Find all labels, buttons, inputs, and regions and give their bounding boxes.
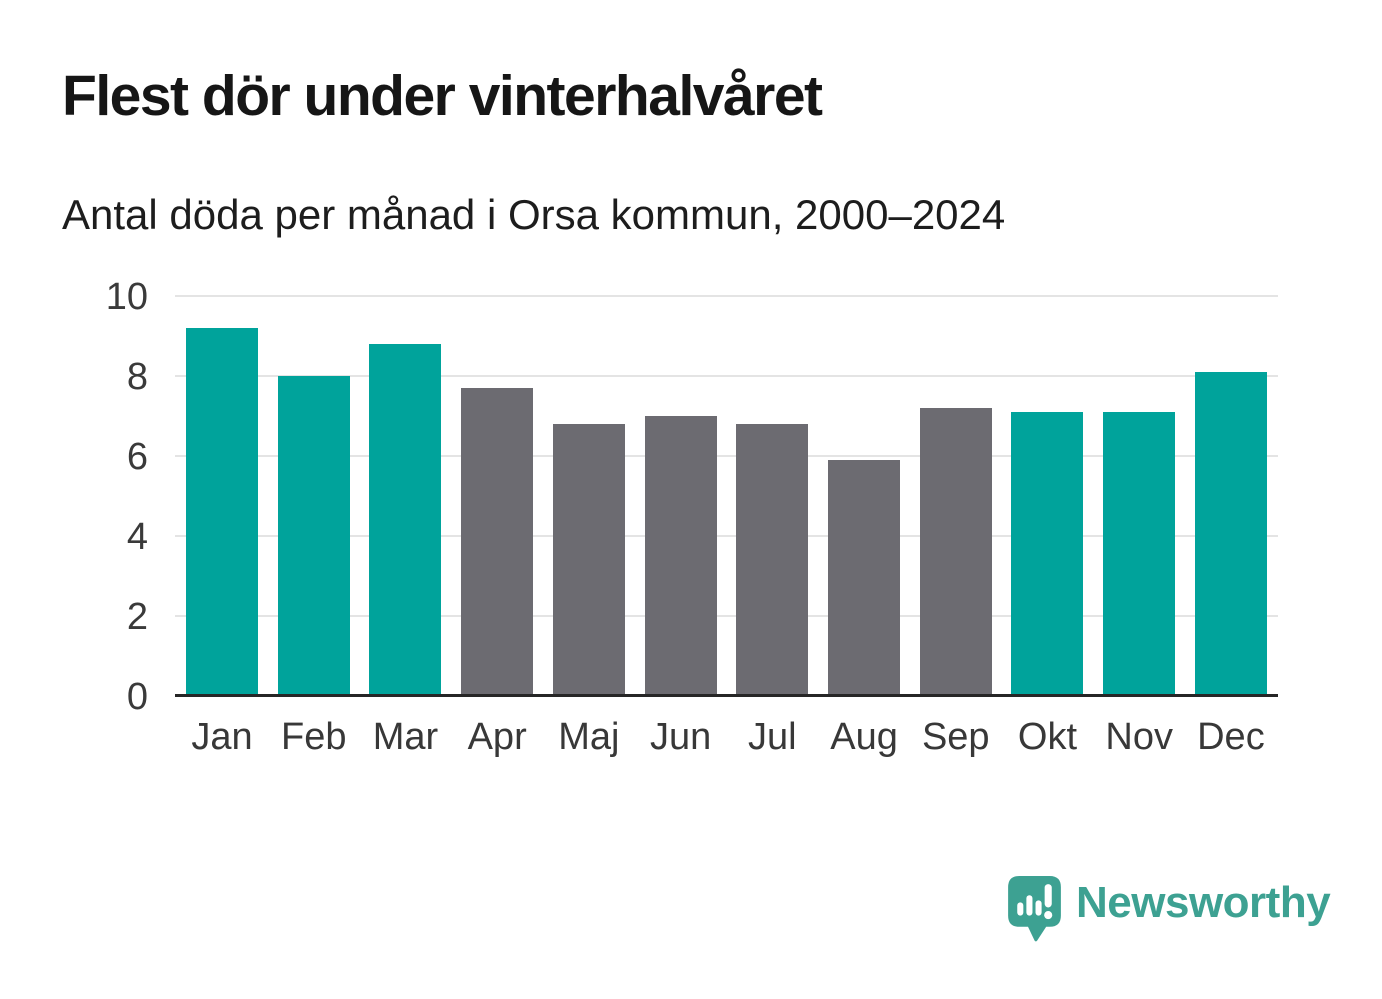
x-axis-line	[175, 694, 1278, 697]
logo-exclamation-bar	[1044, 884, 1052, 908]
x-tick-label-jan: Jan	[191, 716, 253, 758]
bar-slot-aug: Aug	[828, 296, 901, 756]
bar-slot-feb: Feb	[277, 296, 350, 756]
bar-slot-jun: Jun	[644, 296, 717, 756]
bar-jul	[736, 424, 809, 696]
bar-slot-jan: Jan	[186, 296, 258, 756]
bar-slot-okt: Okt	[1011, 296, 1084, 756]
x-tick-label-feb: Feb	[280, 716, 347, 758]
bar-group: Jan Feb Mar Apr Maj Jun Jul Aug Sep Okt Nov Dec	[175, 296, 1278, 756]
logo-bar-small	[1017, 902, 1024, 916]
gridline-10	[175, 295, 1278, 297]
bar-slot-nov: Nov	[1103, 296, 1176, 756]
bar-mar	[369, 344, 442, 696]
x-tick-label-mar: Mar	[372, 716, 439, 758]
bar-slot-dec: Dec	[1194, 296, 1267, 756]
logo-exclamation-dot	[1044, 911, 1053, 920]
y-axis: 0 2 4 6 8 10	[0, 278, 150, 716]
chart-subtitle: Antal döda per månad i Orsa kommun, 2000…	[62, 191, 1006, 238]
plot-area: Jan Feb Mar Apr Maj Jun Jul Aug Sep Okt Nov Dec	[175, 295, 1278, 756]
bar-aug	[828, 460, 901, 696]
brand-name: Newsworthy	[1076, 878, 1331, 927]
y-tick-label-8: 8	[126, 355, 148, 398]
bar-jun	[644, 416, 717, 696]
logo-bar-medium	[1035, 900, 1042, 916]
bar-jan	[186, 328, 258, 696]
x-tick-label-nov: Nov	[1105, 716, 1173, 758]
bar-slot-apr: Apr	[461, 296, 534, 756]
y-tick-label-2: 2	[126, 595, 148, 638]
bar-sep	[919, 408, 992, 696]
x-tick-label-maj: Maj	[558, 716, 620, 758]
bar-apr	[461, 388, 534, 696]
bar-slot-sep: Sep	[919, 296, 992, 756]
bar-slot-mar: Mar	[369, 296, 442, 756]
bar-nov	[1103, 412, 1176, 696]
x-tick-label-jul: Jul	[748, 716, 797, 758]
x-tick-label-apr: Apr	[467, 716, 527, 758]
y-tick-label-0: 0	[126, 675, 148, 718]
bar-dec	[1194, 372, 1267, 696]
bar-maj	[552, 424, 625, 696]
gridline-4	[175, 535, 1278, 537]
logo-bar-tall	[1026, 895, 1033, 916]
newsworthy-logo-icon	[1008, 876, 1061, 942]
y-tick-label-10: 10	[105, 275, 148, 318]
bar-feb	[277, 376, 350, 696]
gridline-8	[175, 375, 1278, 377]
bar-slot-jul: Jul	[736, 296, 809, 756]
brand-footer: Newsworthy	[1008, 876, 1331, 943]
gridline-2	[175, 615, 1278, 617]
x-tick-label-jun: Jun	[649, 716, 712, 758]
x-tick-label-sep: Sep	[921, 716, 990, 758]
gridline-6	[175, 455, 1278, 457]
bar-okt	[1011, 412, 1084, 696]
y-tick-label-4: 4	[126, 515, 148, 558]
chart-title: Flest dör under vinterhalvåret	[62, 64, 823, 128]
x-tick-label-okt: Okt	[1017, 716, 1078, 758]
x-tick-label-dec: Dec	[1197, 716, 1265, 758]
x-tick-label-aug: Aug	[830, 716, 898, 758]
bar-slot-maj: Maj	[552, 296, 625, 756]
y-tick-label-6: 6	[126, 435, 148, 478]
